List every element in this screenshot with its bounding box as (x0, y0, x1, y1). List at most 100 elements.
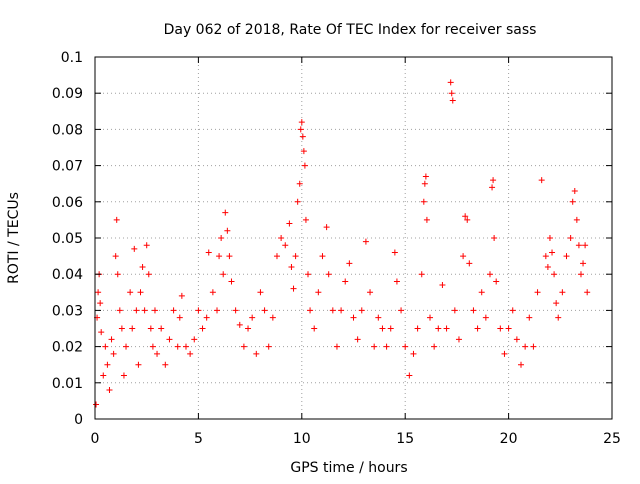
data-point (490, 177, 497, 184)
data-point (501, 350, 508, 357)
data-point (493, 278, 500, 285)
data-point (143, 242, 150, 249)
data-point (131, 245, 138, 252)
data-point (240, 343, 247, 350)
data-point (98, 329, 105, 336)
data-point (162, 361, 169, 368)
data-point (296, 180, 303, 187)
data-point (526, 314, 533, 321)
data-point (170, 307, 177, 314)
data-point (379, 325, 386, 332)
data-point (315, 289, 322, 296)
data-point (288, 263, 295, 270)
x-tick-label: 25 (603, 431, 621, 447)
data-point (393, 278, 400, 285)
data-point (421, 180, 428, 187)
data-point (220, 271, 227, 278)
data-point (427, 314, 434, 321)
data-point (414, 325, 421, 332)
data-point (137, 289, 144, 296)
data-point (553, 300, 560, 307)
data-point (575, 242, 582, 249)
data-point (298, 119, 305, 126)
data-point (362, 238, 369, 245)
data-point (278, 235, 285, 241)
data-point (100, 372, 107, 379)
data-point (559, 289, 566, 296)
data-point (319, 253, 326, 260)
data-point (222, 209, 229, 216)
y-tick-label: 0.05 (52, 231, 83, 247)
y-tick-label: 0.1 (61, 50, 83, 66)
data-point (261, 307, 268, 314)
data-point (127, 289, 134, 296)
data-point (371, 343, 378, 350)
data-point (448, 90, 455, 97)
data-point (443, 325, 450, 332)
data-point (534, 289, 541, 296)
data-point (214, 307, 221, 314)
x-tick-label: 10 (293, 431, 311, 447)
data-point (462, 213, 469, 220)
data-point (418, 271, 425, 278)
data-points (93, 79, 591, 408)
data-point (486, 271, 493, 278)
data-point (305, 271, 312, 278)
data-point (338, 307, 345, 314)
data-point (205, 249, 212, 256)
data-point (108, 336, 115, 343)
data-point (302, 216, 309, 223)
data-point (95, 289, 102, 296)
data-point (139, 263, 146, 270)
data-point (530, 343, 537, 350)
data-point (482, 314, 489, 321)
y-tick-label: 0.01 (52, 376, 83, 392)
data-point (391, 249, 398, 256)
data-point (513, 336, 520, 343)
data-point (551, 271, 558, 278)
data-point (135, 361, 142, 368)
data-point (154, 350, 161, 357)
data-point (113, 216, 120, 223)
data-point (497, 325, 504, 332)
data-point (571, 187, 578, 194)
data-point (158, 325, 165, 332)
grid (95, 57, 612, 419)
data-point (191, 336, 198, 343)
data-point (342, 278, 349, 285)
data-point (129, 325, 136, 332)
data-point (375, 314, 382, 321)
data-point (333, 343, 340, 350)
data-point (387, 325, 394, 332)
data-point (367, 289, 374, 296)
data-point (301, 162, 308, 169)
data-point (102, 343, 109, 350)
y-tick-label: 0.08 (52, 122, 83, 138)
data-point (245, 325, 252, 332)
data-point (509, 307, 516, 314)
x-tick-label: 20 (500, 431, 518, 447)
axes (94, 56, 613, 420)
data-point (299, 133, 306, 140)
data-point (470, 307, 477, 314)
data-point (329, 307, 336, 314)
data-point (93, 401, 100, 408)
data-point (147, 325, 154, 332)
data-point (466, 260, 473, 267)
data-point (563, 253, 570, 260)
data-point (431, 343, 438, 350)
chart-title: Day 062 of 2018, Rate Of TEC Index for r… (164, 22, 537, 38)
y-tick-label: 0 (74, 412, 83, 428)
data-point (273, 253, 280, 260)
data-point (232, 307, 239, 314)
data-point (224, 227, 231, 234)
tick-labels: 0 5 10 15 20 25 0 0.01 0.02 0.03 0.04 0.05 0.06 0.07 0… (52, 50, 621, 447)
data-point (478, 289, 485, 296)
data-point (116, 307, 123, 314)
data-point (346, 260, 353, 267)
data-point (123, 343, 130, 350)
x-tick-label: 5 (194, 431, 203, 447)
data-point (573, 216, 580, 223)
data-point (199, 325, 206, 332)
data-point (141, 307, 148, 314)
